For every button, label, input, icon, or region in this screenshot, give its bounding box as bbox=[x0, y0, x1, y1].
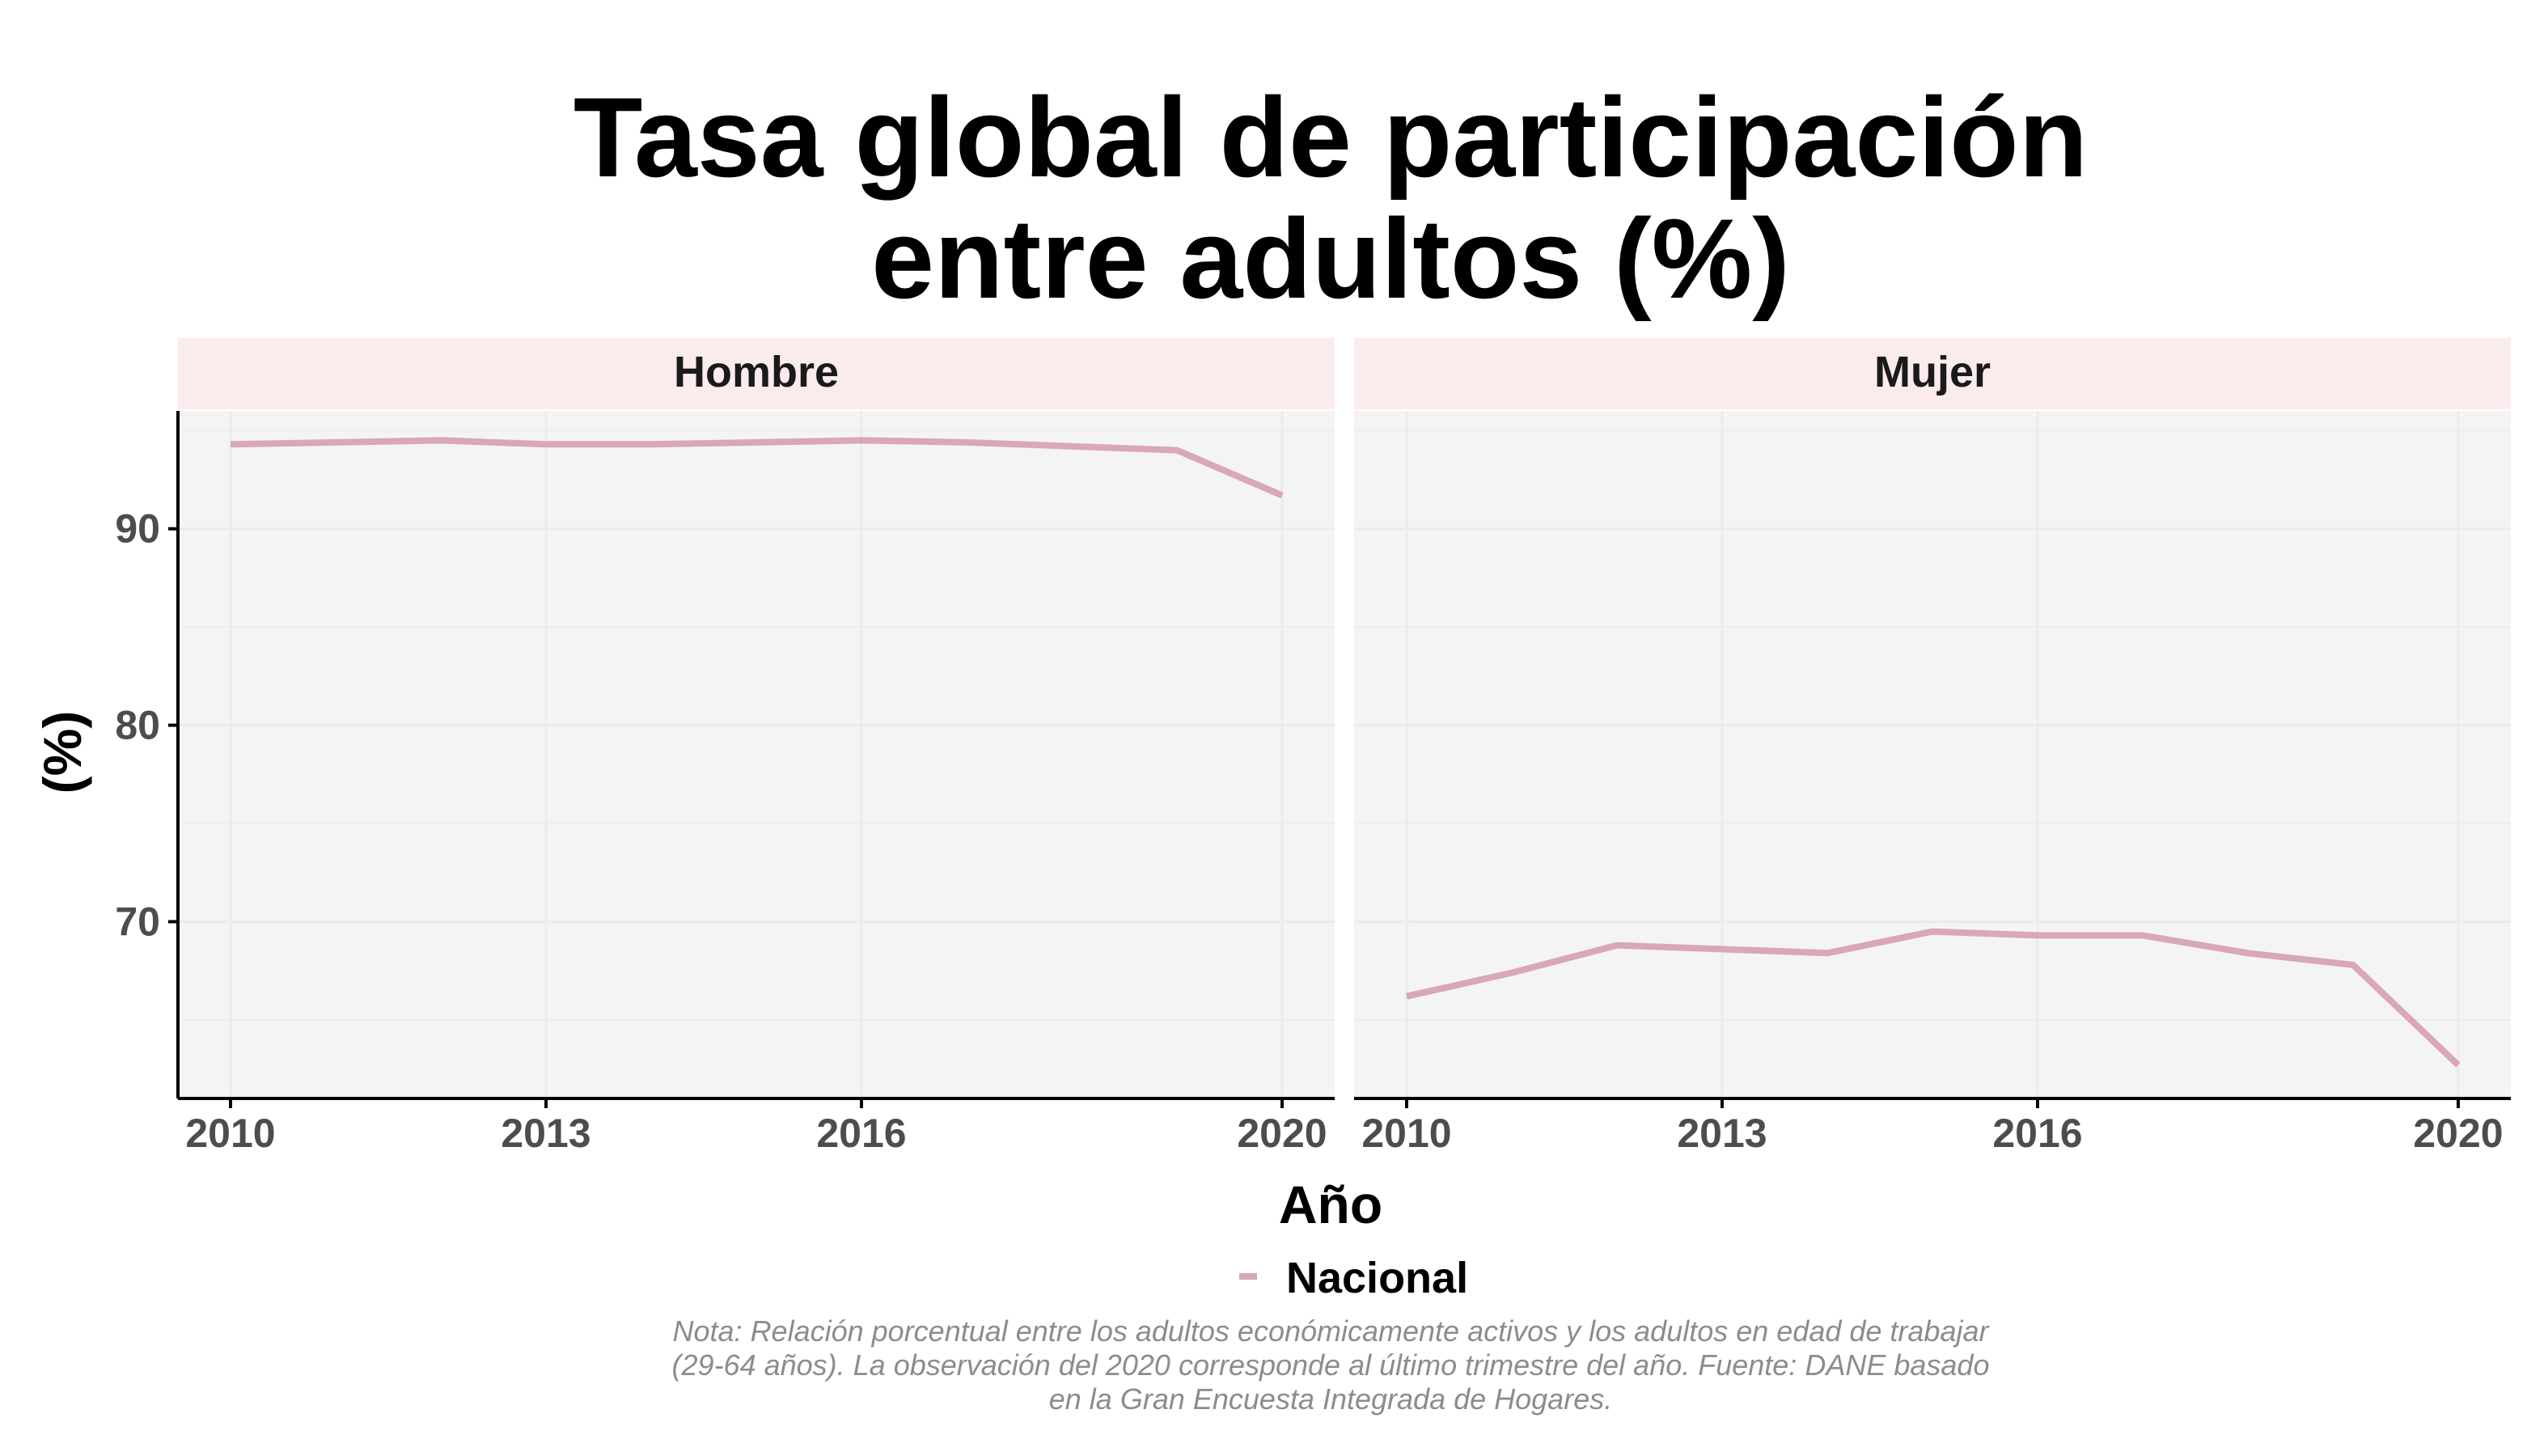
note-line-3: en la Gran Encuesta Integrada de Hogares… bbox=[1049, 1382, 1612, 1416]
y-tick-label: 90 bbox=[115, 506, 160, 552]
x-tick-label: 2010 bbox=[1361, 1111, 1451, 1156]
x-axis-title: Año bbox=[1279, 1175, 1382, 1234]
x-tick-label: 2013 bbox=[501, 1111, 590, 1156]
x-tick-label: 2016 bbox=[816, 1111, 906, 1156]
facet-strip-mujer bbox=[1354, 338, 2511, 409]
panel-bg-hombre bbox=[178, 411, 1335, 1098]
y-axis-title: (%) bbox=[32, 711, 92, 794]
series-line-nacional-hombre bbox=[230, 437, 1284, 499]
legend-label-nacional: Nacional bbox=[1286, 1254, 1468, 1302]
panel-bg-mujer bbox=[1354, 411, 2511, 1098]
legend: Nacional bbox=[1239, 1254, 1468, 1302]
facet-panels: Hombre 70 80 90 2010 2013 2016 2020 Mujer 2010 201… bbox=[115, 338, 2511, 1156]
chart-title-line-2: entre adultos (%) bbox=[871, 195, 1790, 322]
y-tick-label: 80 bbox=[115, 703, 160, 748]
x-tick-label: 2010 bbox=[185, 1111, 275, 1156]
x-tick-label: 2020 bbox=[2413, 1111, 2503, 1156]
facet-strip-hombre bbox=[178, 338, 1335, 409]
note-line-2: (29-64 años). La observación del 2020 co… bbox=[672, 1348, 1990, 1382]
facet-label-mujer: Mujer bbox=[1874, 348, 1991, 396]
series-line-nacional-mujer bbox=[1406, 928, 2461, 1068]
facet-label-hombre: Hombre bbox=[674, 348, 839, 396]
chart-title-line-1: Tasa global de participación bbox=[574, 74, 2088, 201]
x-tick-label: 2020 bbox=[1237, 1111, 1327, 1156]
x-tick-label: 2013 bbox=[1677, 1111, 1767, 1156]
note-line-1: Nota: Relación porcentual entre los adul… bbox=[673, 1314, 1991, 1348]
y-tick-label: 70 bbox=[115, 899, 160, 944]
x-tick-label: 2016 bbox=[1992, 1111, 2082, 1156]
